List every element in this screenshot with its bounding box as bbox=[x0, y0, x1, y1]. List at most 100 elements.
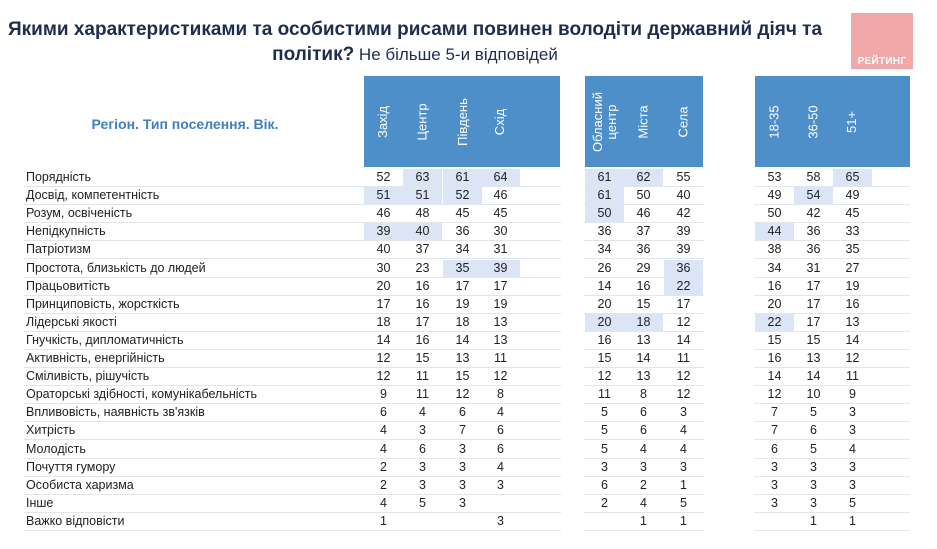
title-line1: Якими характеристиками та особистими рис… bbox=[7, 19, 823, 40]
table-cell: 3 bbox=[771, 477, 778, 492]
table-cell: 17 bbox=[376, 296, 391, 311]
table-cell: 16 bbox=[845, 296, 860, 311]
row-label: Непідкупність bbox=[26, 224, 106, 239]
table-cell: 12 bbox=[597, 369, 612, 384]
table-cell: 49 bbox=[845, 188, 860, 203]
table-cell: 19 bbox=[493, 296, 508, 311]
table-cell: 44 bbox=[755, 223, 794, 241]
table-cell: 6 bbox=[459, 405, 466, 420]
table-cell: 9 bbox=[380, 387, 387, 402]
header-band-1 bbox=[364, 76, 560, 167]
column-header-label: Села bbox=[675, 105, 691, 138]
table-cell: 20 bbox=[767, 296, 782, 311]
table-cell: 15 bbox=[767, 332, 782, 347]
table-cell: 36 bbox=[664, 259, 703, 277]
table-cell: 3 bbox=[771, 495, 778, 510]
table-cell: 3 bbox=[771, 459, 778, 474]
table-cell bbox=[403, 513, 442, 530]
row-label: Гнучкість, дипломатичність bbox=[26, 332, 184, 347]
table-cell: 51 bbox=[364, 187, 403, 205]
row-label: Досвід, компетентність bbox=[26, 188, 160, 203]
table-cell: 14 bbox=[767, 369, 782, 384]
table-cell: 18 bbox=[624, 313, 663, 331]
table-cell: 4 bbox=[419, 405, 426, 420]
table-cell: 11 bbox=[846, 369, 859, 384]
table-cell: 7 bbox=[459, 423, 466, 438]
row-separator bbox=[24, 348, 910, 350]
row-label: Порядність bbox=[26, 170, 91, 184]
table-cell: 36 bbox=[597, 224, 612, 239]
table-cell: 11 bbox=[494, 351, 507, 365]
table-cell: 49 bbox=[767, 188, 782, 203]
title-line2-bold: політик? bbox=[272, 44, 355, 65]
table-cell: 12 bbox=[676, 387, 691, 402]
header-band-3 bbox=[755, 76, 910, 167]
row-header-label: Регіон. Тип поселення. Вік. bbox=[91, 116, 279, 132]
row-separator bbox=[24, 276, 910, 278]
row-separator bbox=[24, 330, 910, 332]
table-cell: 5 bbox=[601, 441, 608, 456]
table-cell: 13 bbox=[845, 314, 860, 329]
table-cell: 53 bbox=[767, 170, 782, 184]
table-cell bbox=[443, 513, 482, 530]
table-cell: 1 bbox=[640, 513, 647, 528]
table-cell: 36 bbox=[455, 224, 470, 239]
table-cell: 34 bbox=[455, 242, 470, 257]
header-band-2 bbox=[585, 76, 703, 167]
table-cell: 50 bbox=[585, 205, 624, 223]
table-cell: 6 bbox=[419, 441, 426, 456]
table-cell: 5 bbox=[601, 405, 608, 420]
column-header-label: 51+ bbox=[844, 110, 860, 133]
table-cell: 4 bbox=[380, 423, 387, 438]
rating-logo: РЕЙТИНГ bbox=[851, 13, 913, 69]
row-label: Сміливість, рішучість bbox=[26, 369, 150, 384]
table-cell: 18 bbox=[455, 314, 470, 329]
table-cell: 38 bbox=[767, 242, 782, 257]
table-cell: 55 bbox=[676, 170, 691, 184]
table-cell: 12 bbox=[493, 369, 508, 384]
table-cell: 1 bbox=[849, 513, 856, 528]
table-cell: 13 bbox=[455, 351, 470, 365]
table-cell: 4 bbox=[380, 441, 387, 456]
table-cell: 3 bbox=[601, 459, 608, 474]
row-label: Принциповість, жорсткість bbox=[26, 296, 180, 311]
group-gap bbox=[561, 76, 584, 536]
table-cell: 3 bbox=[640, 459, 647, 474]
table-cell: 17 bbox=[806, 278, 821, 293]
table-cell: 17 bbox=[806, 296, 821, 311]
table-cell: 15 bbox=[415, 351, 430, 365]
row-label: Ораторські здібності, комунікабельність bbox=[26, 387, 258, 402]
table-cell: 54 bbox=[794, 187, 833, 205]
table-cell: 3 bbox=[849, 459, 856, 474]
table-cell: 5 bbox=[419, 495, 426, 510]
table-cell: 3 bbox=[497, 477, 504, 492]
table-cell: 37 bbox=[636, 224, 651, 239]
table-cell: 31 bbox=[806, 260, 821, 275]
column-header-label: Схід bbox=[492, 108, 508, 135]
table-cell: 9 bbox=[849, 387, 856, 402]
table-cell: 61 bbox=[585, 169, 624, 186]
table-cell: 52 bbox=[443, 187, 482, 205]
table-cell: 15 bbox=[636, 296, 651, 311]
table-cell: 6 bbox=[497, 423, 504, 438]
table-cell: 36 bbox=[806, 242, 821, 257]
table-cell: 5 bbox=[810, 441, 817, 456]
column-header-label: Захід bbox=[375, 105, 391, 138]
table-cell: 3 bbox=[680, 405, 687, 420]
table-cell: 8 bbox=[497, 387, 504, 402]
table-cell: 3 bbox=[810, 477, 817, 492]
table-cell: 45 bbox=[455, 206, 470, 221]
table-cell: 12 bbox=[676, 314, 691, 329]
table-cell: 17 bbox=[676, 296, 691, 311]
row-label: Впливовість, наявність зв'язків bbox=[26, 405, 205, 420]
table-cell: 31 bbox=[493, 242, 508, 257]
column-header-label: Центр bbox=[414, 102, 430, 141]
column-header: 18-35 bbox=[755, 76, 794, 167]
table-cell: 6 bbox=[810, 423, 817, 438]
table-cell: 11 bbox=[677, 351, 690, 365]
table-cell: 14 bbox=[636, 351, 651, 365]
column-header: 36-50 bbox=[794, 76, 833, 167]
table-cell: 65 bbox=[833, 169, 872, 186]
table-cell: 3 bbox=[419, 477, 426, 492]
row-separator bbox=[24, 457, 910, 459]
